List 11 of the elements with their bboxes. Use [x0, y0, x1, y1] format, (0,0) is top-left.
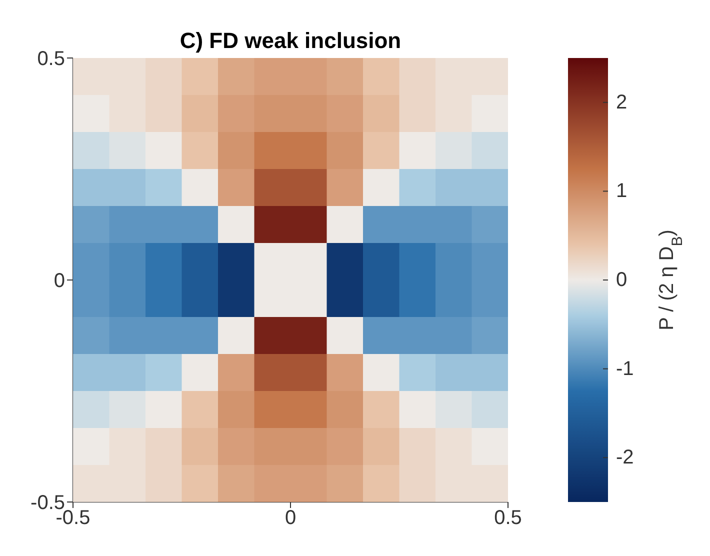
color-bar-label: 1 — [616, 180, 628, 202]
x-tick-label: 0.5 — [494, 507, 522, 530]
color-bar-label: -2 — [616, 446, 634, 469]
y-tick-label: 0 — [54, 270, 65, 292]
color-bar-label: 2 — [616, 91, 628, 114]
chart-title: C) FD weak inclusion — [178, 28, 402, 54]
x-tick-label: 0 — [284, 507, 296, 530]
color-bar-label: 0 — [616, 269, 628, 291]
y-tick-label: 0.5 — [37, 48, 65, 70]
y-tick-label: -0.5 — [30, 492, 65, 514]
color-bar-label: -1 — [616, 358, 634, 380]
